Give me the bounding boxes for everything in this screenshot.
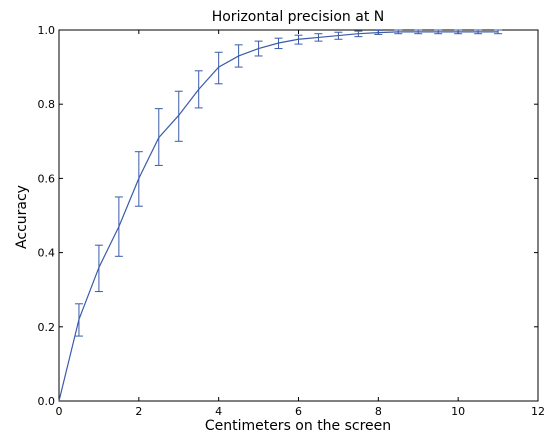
x-tick-label: 6 (295, 405, 302, 418)
x-tick-label: 10 (451, 405, 465, 418)
x-tick-label: 12 (531, 405, 545, 418)
y-tick-label: 0.0 (38, 395, 56, 408)
y-axis-label: Accuracy (14, 185, 30, 249)
plot-frame (58, 29, 539, 402)
x-tick-label: 4 (215, 405, 222, 418)
x-tick-label: 8 (375, 405, 382, 418)
x-tick-label: 2 (135, 405, 142, 418)
y-tick-label: 1.0 (38, 24, 56, 37)
y-tick-label: 0.8 (38, 98, 56, 111)
y-tick-label: 0.2 (38, 321, 56, 334)
y-tick-label: 0.6 (38, 172, 56, 185)
x-tick-label: 0 (56, 405, 63, 418)
chart-title: Horizontal precision at N (212, 9, 385, 25)
y-tick-label: 0.4 (38, 247, 56, 260)
plot-area: 0 2 4 6 8 10 12 0.0 0.2 0.4 0.6 0.8 1.0 (38, 24, 546, 418)
x-axis-label: Centimeters on the screen (205, 418, 391, 434)
